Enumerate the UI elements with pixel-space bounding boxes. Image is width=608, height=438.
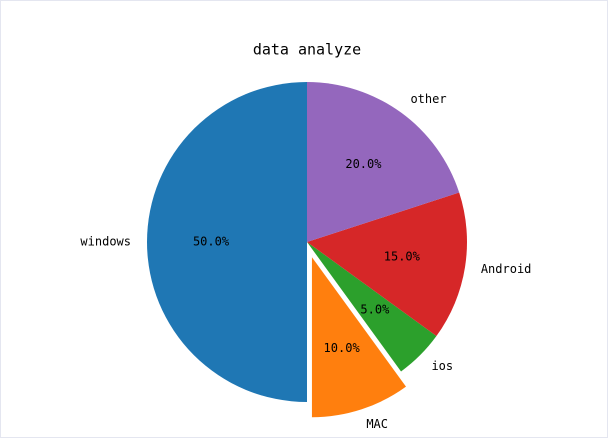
pie-slice (311, 257, 406, 418)
percent-label: 20.0% (345, 157, 382, 171)
chart-title: data analyze (253, 41, 361, 59)
slice-label: Android (481, 262, 532, 276)
slice-label: windows (80, 235, 131, 249)
pie-slice (307, 192, 467, 337)
percent-label: 15.0% (384, 250, 421, 264)
pie-slice (147, 82, 307, 402)
percent-label: 5.0% (360, 302, 390, 316)
pie-slice (307, 242, 437, 372)
percent-label: 10.0% (324, 341, 361, 355)
slice-label: ios (431, 359, 453, 373)
slice-label: MAC (366, 417, 388, 431)
slice-label: other (410, 92, 446, 106)
percent-label: 50.0% (193, 235, 230, 249)
pie-slice (307, 82, 460, 242)
